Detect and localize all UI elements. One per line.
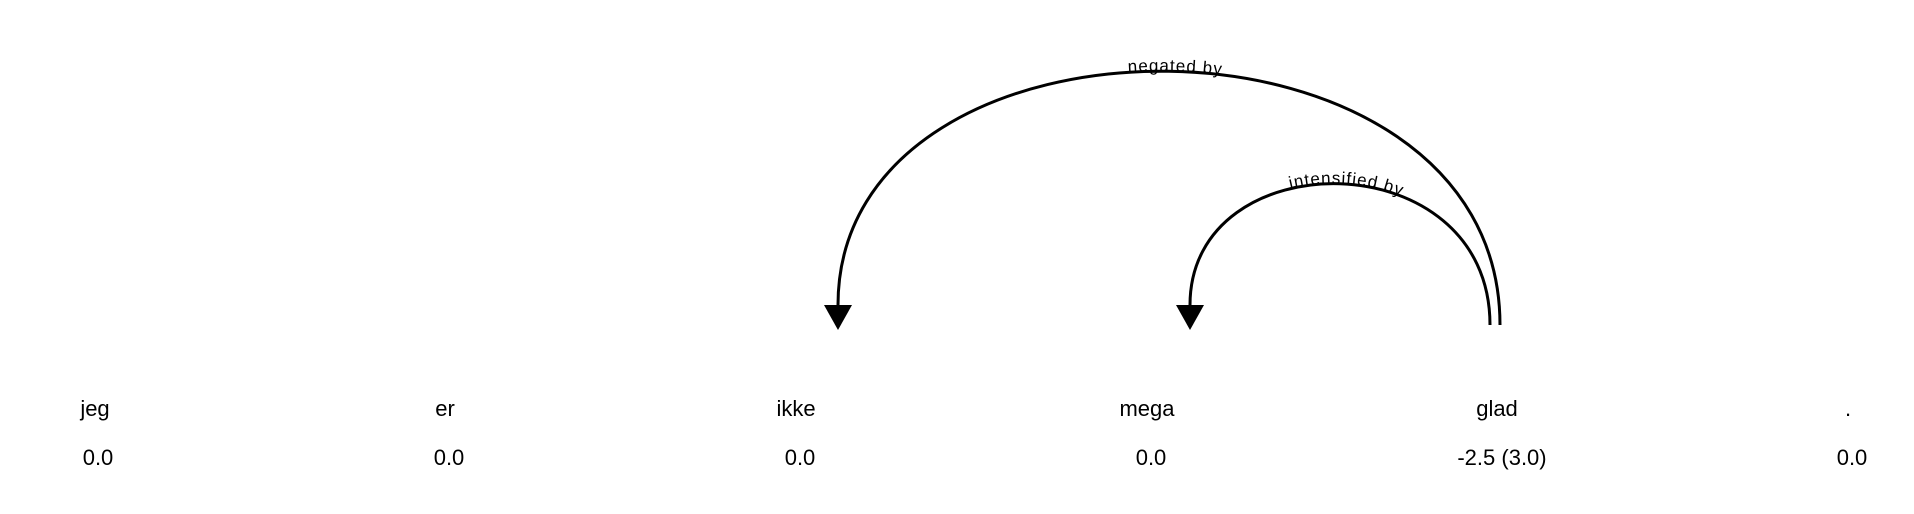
arrowhead-icon — [824, 305, 852, 330]
token-word: mega — [1119, 396, 1175, 421]
token-word: glad — [1476, 396, 1518, 421]
arc-negated-by: negated by — [824, 56, 1502, 330]
arrowhead-icon — [1176, 305, 1204, 330]
token-word: er — [435, 396, 455, 421]
token-word: jeg — [79, 396, 109, 421]
arc-label-intensified-by: intensified by — [1287, 169, 1407, 200]
token-word: . — [1845, 396, 1851, 421]
token-row: jeg er ikke mega glad . — [79, 396, 1851, 421]
token-score: 0.0 — [1837, 445, 1868, 470]
arc-intensified-by: intensified by — [1176, 169, 1492, 330]
token-score: 0.0 — [785, 445, 816, 470]
token-score: 0.0 — [434, 445, 465, 470]
token-score: 0.0 — [83, 445, 114, 470]
arc-label-negated-by: negated by — [1127, 56, 1224, 79]
token-word: ikke — [776, 396, 815, 421]
score-row: 0.0 0.0 0.0 0.0 -2.5 (3.0) 0.0 — [83, 445, 1868, 470]
token-score: 0.0 — [1136, 445, 1167, 470]
token-score: -2.5 (3.0) — [1457, 445, 1546, 470]
arc-intensified-line — [1188, 182, 1492, 326]
arc-negated-line — [836, 69, 1502, 326]
